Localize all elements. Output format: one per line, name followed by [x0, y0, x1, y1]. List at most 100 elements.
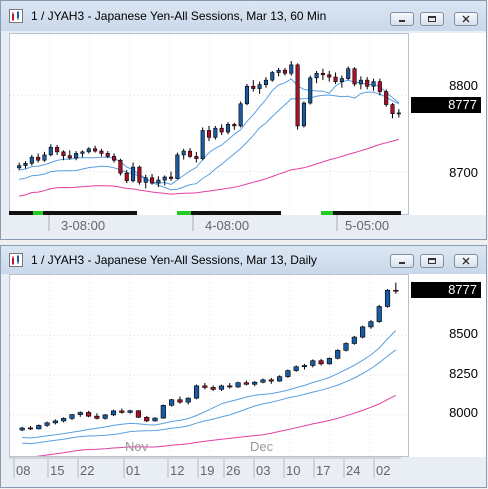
date-label: 17 [316, 463, 330, 478]
title-bar[interactable]: 1 / JYAH3 - Japanese Yen-All Sessions, M… [1, 1, 486, 31]
price-label-8000: 8000 [449, 405, 478, 420]
candle-down [168, 176, 174, 179]
candle-down [210, 387, 216, 390]
candle-up [371, 81, 376, 87]
candle-up [225, 124, 231, 133]
time-axis[interactable]: 3-08:00 4-08:00 5-05:00 [9, 211, 409, 239]
candle-up [131, 166, 136, 182]
candle-down [352, 68, 357, 85]
minimize-button[interactable] [390, 12, 414, 26]
date-label: 26 [226, 463, 240, 478]
candle-up [358, 79, 363, 85]
moving-average-slow [19, 139, 399, 197]
candle-up [384, 289, 391, 307]
candle-up [110, 410, 117, 416]
candle-up [343, 343, 349, 351]
close-button[interactable] [454, 12, 478, 26]
candle-up [23, 162, 28, 166]
candle-down [36, 156, 41, 161]
candle-up [252, 381, 258, 385]
date-label: 01 [126, 463, 140, 478]
candle-down [61, 151, 66, 156]
candle-up [218, 385, 225, 390]
minimize-button[interactable] [390, 254, 414, 268]
candle-down [318, 360, 324, 365]
date-label: 19 [200, 463, 214, 478]
candle-up [169, 399, 175, 406]
title-bar[interactable]: 1 / JYAH3 - Japanese Yen-All Sessions, M… [1, 246, 486, 274]
session-marker [177, 211, 191, 215]
candle-down [194, 156, 199, 160]
price-label-8250: 8250 [449, 366, 478, 381]
session-marker [33, 211, 43, 215]
candle-up [69, 414, 75, 419]
candle-down [227, 385, 233, 388]
candle-up [185, 397, 191, 403]
candle-up [257, 84, 262, 89]
candle-up [181, 150, 186, 156]
window-title: 1 / JYAH3 - Japanese Yen-All Sessions, M… [31, 9, 327, 23]
restore-button[interactable] [420, 12, 444, 26]
candle-up [44, 422, 50, 426]
close-icon [462, 15, 470, 23]
candle-down [384, 91, 389, 105]
minimize-icon [399, 262, 405, 264]
candle-down [219, 127, 224, 133]
candle-down [150, 177, 155, 184]
candle-down [187, 150, 193, 157]
candle-down [94, 415, 100, 419]
candle-up [326, 357, 332, 365]
candle-down [320, 72, 325, 76]
date-label: 03 [256, 463, 270, 478]
candle-up [346, 68, 351, 79]
chart-app-icon [9, 9, 23, 23]
candle-down [202, 385, 208, 388]
time-label: 3-08:00 [61, 218, 105, 233]
restore-button[interactable] [420, 254, 444, 268]
candle-up [160, 405, 166, 419]
price-axis[interactable]: 8800 8700 8777 [409, 33, 486, 215]
candle-down [268, 379, 274, 382]
price-plot-area[interactable]: Nov Dec [9, 274, 409, 458]
candle-up [285, 370, 291, 377]
session-marker [321, 211, 333, 215]
candle-up [276, 69, 281, 73]
price-label-8700: 8700 [449, 165, 478, 180]
candle-up [293, 366, 299, 371]
minimize-icon [399, 20, 405, 22]
price-plot-area[interactable] [9, 33, 409, 215]
candle-down [393, 289, 399, 292]
candle-up [80, 151, 85, 154]
candle-up [36, 425, 42, 430]
candle-up [376, 306, 382, 322]
candle-up [52, 420, 58, 424]
candle-up [193, 385, 200, 399]
candle-down [105, 153, 110, 157]
candle-down [99, 150, 104, 154]
candle-up [263, 79, 268, 86]
restore-icon [428, 16, 436, 22]
date-label: 22 [80, 463, 94, 478]
candle-up [143, 177, 148, 183]
date-axis[interactable]: 08 15 22 01 12 19 26 03 10 17 24 02 [9, 456, 409, 482]
price-axis[interactable]: 8777 8500 8250 8000 [409, 274, 486, 457]
candle-up [29, 156, 34, 164]
session-gap [281, 211, 321, 215]
candle-up [244, 85, 250, 105]
candle-up [308, 77, 313, 104]
candle-up [260, 379, 266, 383]
date-label: 12 [170, 463, 184, 478]
candle-up [86, 148, 91, 153]
candle-up [301, 102, 306, 127]
price-label-8800: 8800 [449, 78, 478, 93]
candle-up [238, 103, 243, 127]
candle-down [251, 85, 256, 89]
window-title: 1 / JYAH3 - Japanese Yen-All Sessions, M… [31, 253, 317, 267]
close-button[interactable] [454, 254, 478, 268]
candle-down [27, 427, 34, 430]
candle-up [351, 336, 357, 344]
candle-down [282, 69, 287, 74]
chart-window-60min: 1 / JYAH3 - Japanese Yen-All Sessions, M… [0, 0, 487, 240]
candle-up [127, 410, 133, 413]
candle-up [213, 127, 218, 138]
